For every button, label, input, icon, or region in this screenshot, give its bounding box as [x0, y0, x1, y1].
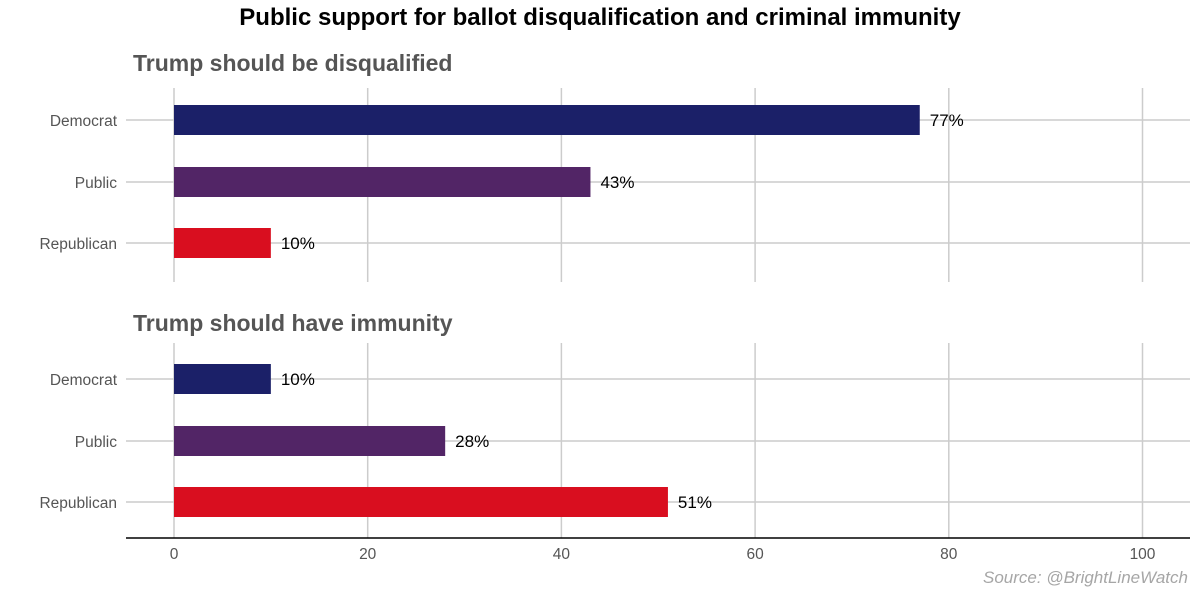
data-label: 43% — [600, 173, 634, 192]
chart-title: Public support for ballot disqualificati… — [239, 4, 961, 31]
category-label: Republican — [39, 236, 117, 253]
panel-title-immunity: Trump should have immunity — [133, 310, 453, 336]
bar-democrat — [174, 105, 920, 135]
category-label: Public — [75, 175, 117, 192]
x-tick-label: 40 — [553, 546, 571, 563]
panel-title-disqualified: Trump should be disqualified — [133, 50, 453, 76]
category-label: Republican — [39, 495, 117, 512]
category-label: Democrat — [50, 113, 118, 130]
x-tick-label: 100 — [1130, 546, 1156, 563]
source-caption: Source: @BrightLineWatch — [983, 568, 1188, 587]
bar-democrat — [174, 364, 271, 394]
data-label: 28% — [455, 432, 489, 451]
x-tick-label: 80 — [940, 546, 958, 563]
bar-public — [174, 167, 591, 197]
x-tick-label: 0 — [170, 546, 179, 563]
category-label: Democrat — [50, 372, 118, 389]
bar-republican — [174, 487, 668, 517]
data-label: 10% — [281, 234, 315, 253]
x-tick-label: 20 — [359, 546, 377, 563]
data-label: 10% — [281, 370, 315, 389]
data-label: 77% — [930, 111, 964, 130]
bar-public — [174, 426, 446, 456]
data-label: 51% — [678, 493, 712, 512]
bar-republican — [174, 228, 271, 258]
x-tick-label: 60 — [746, 546, 764, 563]
category-label: Public — [75, 434, 117, 451]
